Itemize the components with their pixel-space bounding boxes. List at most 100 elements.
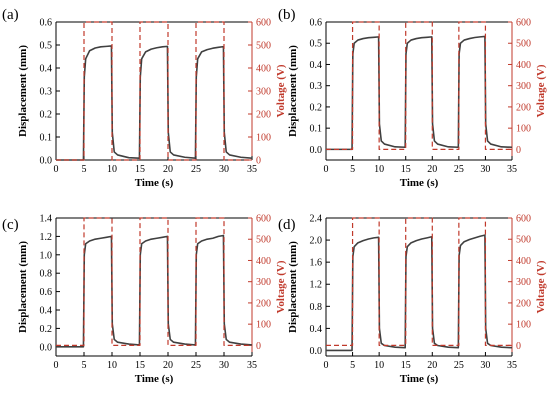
x-tick-label: 5 (82, 360, 87, 371)
chart-panel-c: (c) 0 5 10 15 20 25 30 35 0.0 0.2 0.4 0.6 0.8 1.0 1.2 1.… (2, 214, 287, 386)
displacement-series-line (326, 234, 513, 352)
x-tick-label: 20 (427, 360, 437, 371)
x-tick-label: 10 (107, 164, 117, 175)
panel-label: (c) (2, 217, 19, 233)
y2-tick-label: 0 (256, 341, 261, 352)
y-tick-label: 1.2 (310, 280, 323, 291)
y2-tick-label: 300 (256, 87, 271, 98)
chart-panel-a: (a) 0 5 10 15 20 25 30 35 0.0 0.1 0.2 0.3 0.4 0.5 0.6 0 1… (2, 7, 287, 189)
panel-label: (d) (278, 217, 296, 233)
y2-tick-label: 500 (516, 235, 531, 246)
y2-tick-label: 0 (516, 341, 521, 352)
displacement-series-line (56, 234, 253, 348)
y-tick-label: 0.3 (40, 87, 53, 98)
x-tick-label: 15 (401, 164, 411, 175)
y-tick-label: 0.1 (310, 124, 323, 135)
x-tick-label: 0 (54, 164, 59, 175)
y-tick-label: 0.8 (310, 302, 323, 313)
y2-tick-label: 600 (256, 18, 271, 29)
x-tick-label: 0 (54, 360, 59, 371)
y2-tick-label: 400 (256, 64, 271, 75)
x-tick-label: 20 (163, 360, 173, 371)
y2-tick-label: 0 (516, 145, 521, 156)
x-axis-title: Time (s) (135, 177, 174, 189)
x-tick-label: 25 (191, 164, 201, 175)
y-tick-label: 1.4 (40, 214, 53, 225)
x-tick-label: 15 (401, 360, 411, 371)
x-tick-label: 35 (507, 360, 517, 371)
displacement-series-line (326, 35, 513, 151)
y2-tick-label: 600 (256, 214, 271, 225)
displacement-series-line (56, 45, 253, 161)
y-tick-label: 0.6 (310, 18, 323, 29)
y-tick-label: 0.1 (40, 133, 53, 144)
y2-tick-label: 600 (516, 18, 531, 29)
x-axis-title: Time (s) (135, 373, 174, 385)
x-tick-label: 5 (350, 164, 355, 175)
x-tick-label: 30 (480, 360, 490, 371)
y2-tick-label: 300 (516, 81, 531, 92)
y2-tick-label: 200 (516, 102, 531, 113)
x-tick-label: 25 (454, 164, 464, 175)
y-axis-title: Displacement (mm) (17, 241, 29, 333)
y-tick-label: 0.3 (310, 81, 323, 92)
y-tick-label: 0.2 (40, 324, 53, 335)
chart-panel-d: (d) 0 5 10 15 20 25 30 35 0.0 0.4 0.8 1.2 1.6 2.0 2.4 0 1… (278, 214, 547, 386)
y2-tick-label: 600 (516, 214, 531, 225)
y2-axis-title: Voltage (V) (275, 260, 287, 313)
panel-label: (a) (2, 7, 19, 23)
y-tick-label: 0.2 (40, 110, 53, 121)
voltage-series-line (56, 217, 252, 346)
voltage-series-line (56, 21, 252, 161)
y-tick-label: 0.6 (40, 18, 53, 29)
x-tick-label: 0 (324, 164, 329, 175)
x-tick-label: 30 (480, 164, 490, 175)
x-tick-label: 30 (219, 360, 229, 371)
y-tick-label: 0.0 (40, 342, 53, 353)
y-tick-label: 1.0 (40, 250, 53, 261)
y2-tick-label: 100 (256, 133, 271, 144)
y-tick-label: 0.4 (40, 306, 53, 317)
x-tick-label: 5 (350, 360, 355, 371)
x-tick-label: 10 (374, 164, 384, 175)
y-tick-label: 0.2 (310, 102, 323, 113)
x-tick-label: 20 (427, 164, 437, 175)
y-tick-label: 1.2 (40, 232, 53, 243)
y2-tick-label: 0 (256, 156, 261, 167)
x-tick-label: 0 (324, 360, 329, 371)
x-tick-label: 15 (135, 360, 145, 371)
x-tick-label: 10 (374, 360, 384, 371)
x-tick-label: 20 (163, 164, 173, 175)
y-tick-label: 2.0 (310, 236, 323, 247)
x-tick-label: 35 (247, 164, 257, 175)
x-tick-label: 30 (219, 164, 229, 175)
y-tick-label: 1.6 (310, 258, 323, 269)
y2-tick-label: 300 (256, 277, 271, 288)
y-tick-label: 2.4 (310, 214, 323, 225)
y-tick-label: 0.4 (40, 64, 53, 75)
y2-tick-label: 500 (256, 235, 271, 246)
y2-tick-label: 500 (256, 41, 271, 52)
y2-tick-label: 400 (516, 60, 531, 71)
y2-tick-label: 200 (256, 298, 271, 309)
y2-axis-title: Voltage (V) (535, 64, 547, 117)
y-tick-label: 0.0 (40, 156, 53, 167)
y2-tick-label: 500 (516, 39, 531, 50)
voltage-series-line (326, 21, 512, 150)
y-tick-label: 0.0 (310, 145, 323, 156)
y-axis-title: Displacement (mm) (287, 241, 299, 333)
x-axis-title: Time (s) (400, 373, 439, 385)
y2-tick-label: 400 (256, 256, 271, 267)
y2-tick-label: 200 (516, 298, 531, 309)
y-tick-label: 0.8 (40, 269, 53, 280)
chart-panel-b: (b) 0 5 10 15 20 25 30 35 0.0 0.1 0.2 0.3 0.4 0.5 0.6 0 1… (278, 7, 547, 189)
x-tick-label: 25 (191, 360, 201, 371)
x-tick-label: 10 (107, 360, 117, 371)
y-tick-label: 0.6 (40, 287, 53, 298)
y2-tick-label: 100 (516, 124, 531, 135)
y2-axis-title: Voltage (V) (535, 260, 547, 313)
y-tick-label: 0.5 (310, 39, 323, 50)
panel-label: (b) (278, 7, 296, 23)
y2-axis-title: Voltage (V) (275, 64, 287, 117)
